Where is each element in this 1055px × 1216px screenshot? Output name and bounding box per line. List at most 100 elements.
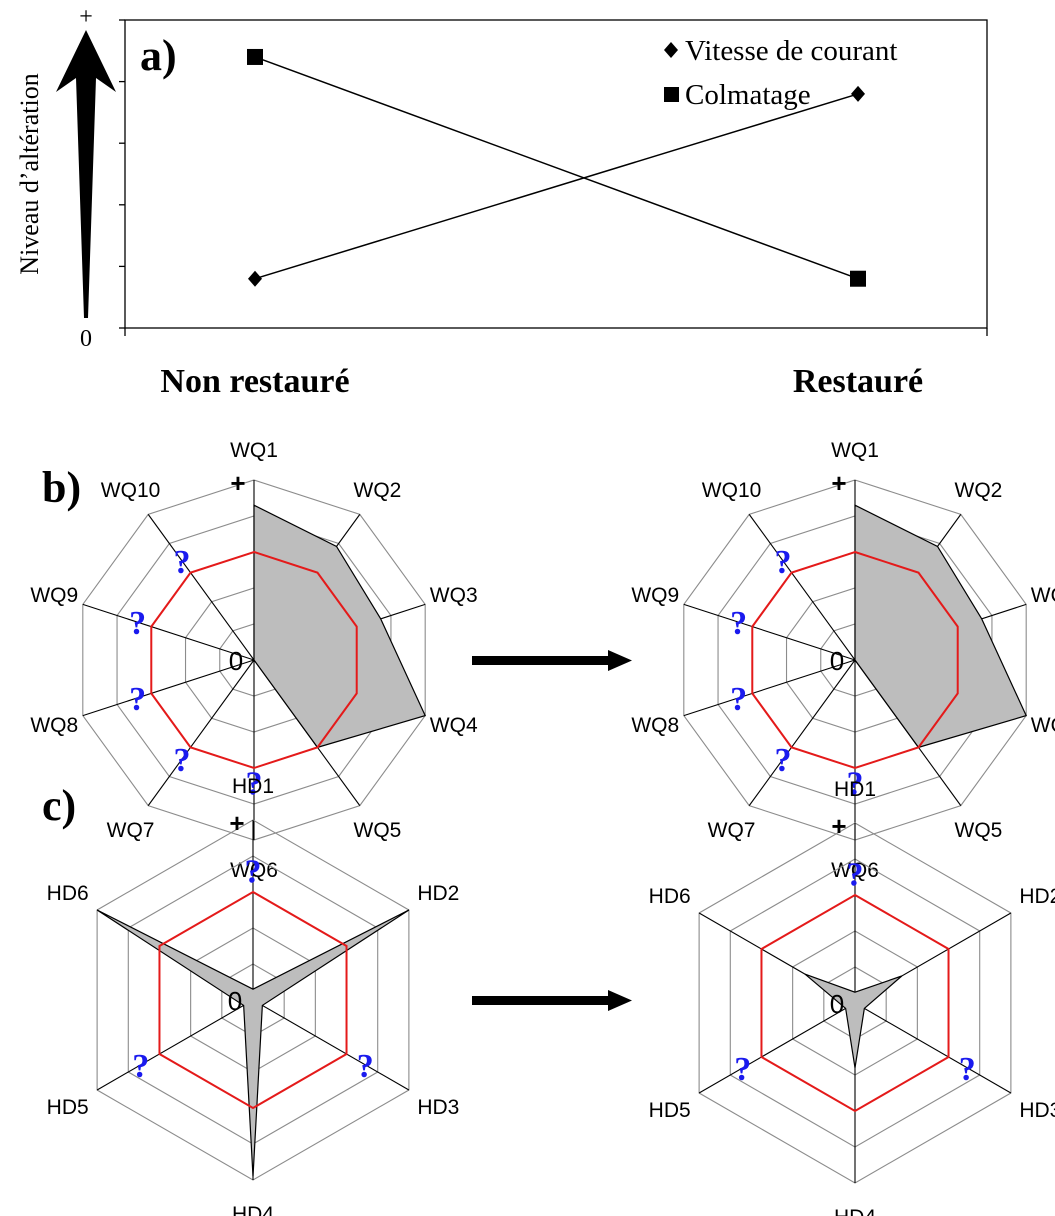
reference-ring xyxy=(760,893,950,1113)
axis-label-wq2: WQ2 xyxy=(354,479,402,502)
axis-label-wq3: WQ3 xyxy=(430,584,478,607)
square-marker xyxy=(247,48,263,65)
axis-label-hd6: HD6 xyxy=(649,885,691,908)
unknown-question-icon: ? xyxy=(245,853,262,890)
plus-label: + xyxy=(831,811,846,841)
arrow-right-icon xyxy=(608,990,632,1011)
axis-spoke xyxy=(82,659,255,717)
axis-label-wq4: WQ4 xyxy=(430,714,478,737)
axis-label-hd2: HD2 xyxy=(417,882,459,905)
axis-spoke xyxy=(96,999,254,1091)
axis-label-wq7: WQ7 xyxy=(107,819,155,842)
unknown-question-icon: ? xyxy=(129,681,146,718)
panel-letter-c: c) xyxy=(42,781,76,830)
unknown-question-icon: ? xyxy=(775,742,792,779)
diamond-marker xyxy=(851,85,865,102)
axis-label-hd5: HD5 xyxy=(47,1096,89,1119)
transition-arrow-c xyxy=(472,990,632,1011)
axis-label-wq1: WQ1 xyxy=(831,439,879,462)
unknown-question-icon: ? xyxy=(847,765,864,802)
unknown-question-icon: ? xyxy=(959,1051,976,1088)
unknown-question-icon: ? xyxy=(129,605,146,642)
center-label: 0 xyxy=(228,986,242,1016)
radar-wq-non-restaure: WQ1 WQ2 WQ3 WQ4 WQ5 WQ6 WQ7 WQ8 WQ9 WQ10 0 +????? xyxy=(30,439,478,882)
axis-label-wq10: WQ10 xyxy=(702,479,762,502)
legend: Vitesse de courant Colmatage xyxy=(664,35,897,111)
unknown-question-icon: ? xyxy=(174,544,191,581)
axis-label-hd3: HD3 xyxy=(1019,1099,1055,1122)
axis-spoke xyxy=(683,659,856,717)
y-axis-arrow-icon xyxy=(56,30,116,318)
center-label: 0 xyxy=(830,646,844,676)
category-label-non-restaure: Non restauré xyxy=(160,363,349,400)
y-top-label: + xyxy=(79,4,93,30)
plus-label: + xyxy=(230,468,245,498)
axis-label-hd2: HD2 xyxy=(1019,885,1055,908)
axis-spoke xyxy=(854,1002,1012,1094)
line-chart-panel-a: a) + 0 Niveau d’altération Vitesse de co… xyxy=(15,4,988,400)
data-polygon xyxy=(96,909,410,1177)
square-marker xyxy=(850,270,866,287)
axis-spoke xyxy=(748,659,856,806)
axis-spoke xyxy=(82,603,255,661)
unknown-question-icon: ? xyxy=(730,681,747,718)
axis-label-hd1: HD1 xyxy=(834,778,876,801)
series-markers xyxy=(247,48,866,287)
axis-label-wq5: WQ5 xyxy=(955,819,1003,842)
axis-label-wq10: WQ10 xyxy=(101,479,161,502)
arrow-shaft xyxy=(472,996,612,1005)
axis-label-hd5: HD5 xyxy=(649,1099,691,1122)
unknown-question-icon: ? xyxy=(775,544,792,581)
legend-diamond-icon xyxy=(664,42,678,58)
center-label: 0 xyxy=(830,989,844,1019)
axis-label-hd4: HD4 xyxy=(232,1203,274,1216)
unknown-question-icon: ? xyxy=(357,1048,374,1085)
plus-label: + xyxy=(229,808,244,838)
plot-frame xyxy=(124,19,988,329)
axis-spoke xyxy=(698,1002,856,1094)
arrow-right-icon xyxy=(608,650,632,671)
arrow-shaft xyxy=(472,656,612,665)
axis-spoke xyxy=(748,514,856,661)
panel-letter-a: a) xyxy=(140,31,177,80)
axis-label-wq8: WQ8 xyxy=(631,714,679,737)
series-line-1 xyxy=(254,93,859,280)
series-lines xyxy=(254,56,859,280)
unknown-question-icon: ? xyxy=(132,1048,149,1085)
axis-spoke xyxy=(147,514,255,661)
axis-spoke xyxy=(147,659,255,806)
center-label: 0 xyxy=(229,646,243,676)
axis-spoke xyxy=(683,603,856,661)
y-bottom-label: 0 xyxy=(80,326,92,352)
category-label-restaure: Restauré xyxy=(793,363,923,400)
axis-label-wq6: WQ6 xyxy=(230,859,278,882)
axis-label-wq3: WQ3 xyxy=(1031,584,1055,607)
unknown-question-icon: ? xyxy=(246,765,263,802)
transition-arrow-b xyxy=(472,650,632,671)
axis-label-hd3: HD3 xyxy=(417,1096,459,1119)
unknown-question-icon: ? xyxy=(730,605,747,642)
y-axis-ticks xyxy=(119,19,988,336)
reference-ring xyxy=(158,890,348,1110)
panel-letter-b: b) xyxy=(42,463,81,512)
axis-label-wq9: WQ9 xyxy=(631,584,679,607)
unknown-question-icon: ? xyxy=(847,856,864,893)
legend-label-colmatage: Colmatage xyxy=(685,79,811,111)
axis-label-wq2: WQ2 xyxy=(955,479,1003,502)
radar-hd-restaure: HD1 HD2 HD3 HD4 HD5 HD6 0 +??? xyxy=(649,778,1055,1216)
plus-label: + xyxy=(831,468,846,498)
axis-label-wq7: WQ7 xyxy=(708,819,756,842)
axis-spoke xyxy=(252,999,410,1091)
series-line-2 xyxy=(254,56,859,280)
axis-label-hd6: HD6 xyxy=(47,882,89,905)
reference-ring xyxy=(150,550,358,770)
axis-label-hd4: HD4 xyxy=(834,1206,876,1216)
unknown-question-icon: ? xyxy=(734,1051,751,1088)
reference-ring xyxy=(751,550,959,770)
data-polygon xyxy=(804,973,903,1068)
legend-label-vitesse: Vitesse de courant xyxy=(685,35,897,67)
y-axis-title: Niveau d’altération xyxy=(15,73,44,274)
diamond-marker xyxy=(248,270,262,287)
radar-hd-non-restaure: HD1 HD2 HD3 HD4 HD5 HD6 0 +??? xyxy=(47,775,460,1216)
